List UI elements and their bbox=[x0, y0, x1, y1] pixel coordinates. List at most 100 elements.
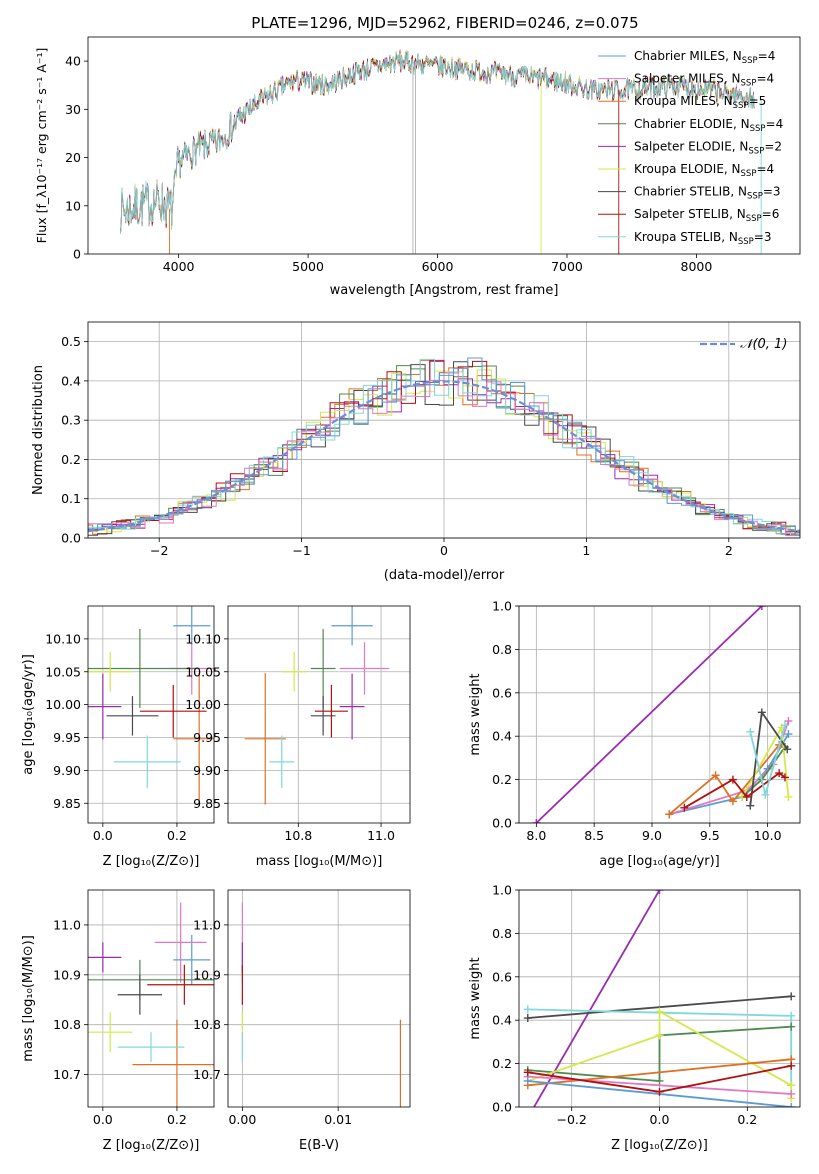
mass-weight-marker bbox=[780, 773, 789, 782]
y-tick-label: 9.90 bbox=[193, 763, 221, 778]
gridlines bbox=[228, 606, 410, 823]
y-tick-label: 1.0 bbox=[492, 599, 512, 614]
mass-weight-marker bbox=[757, 708, 766, 717]
plot-area bbox=[88, 902, 214, 1107]
y-tick-label: 9.95 bbox=[53, 730, 81, 745]
y-tick-label: 0.6 bbox=[492, 685, 512, 700]
y-tick-label: 10.05 bbox=[45, 664, 81, 679]
legend-entry: Kroupa MILES, NSSP=5 bbox=[634, 94, 766, 111]
x-tick-label: 8.0 bbox=[526, 828, 546, 843]
gridlines bbox=[519, 605, 800, 824]
x-tick-label: 0.2 bbox=[167, 1112, 187, 1127]
mass-weight-line-kroupa_miles bbox=[527, 1058, 792, 1087]
plot-area bbox=[88, 357, 800, 537]
mass-weight-marker bbox=[787, 1061, 796, 1070]
normal-curve bbox=[88, 380, 800, 533]
y-tick-label: 0.3 bbox=[61, 413, 81, 428]
x-axis-label: Z [log₁₀(Z/Z⊙)] bbox=[103, 1138, 200, 1153]
legend-entry: Salpeter MILES, NSSP=4 bbox=[634, 72, 774, 89]
axes-mass_weight_vs_Z: −0.2 0.0 0.2 0.0 0.2 0.4 0.6 0.8 1.0 Z [log₁₀(Z/Z… bbox=[468, 883, 801, 1153]
y-tick-label: 0.0 bbox=[61, 531, 81, 546]
figure-title: PLATE=1296, MJD=52962, FIBERID=0246, z=0… bbox=[251, 14, 638, 32]
errorbar-point-salpeter_elodie bbox=[339, 673, 365, 740]
x-tick-label: 7000 bbox=[551, 259, 583, 274]
y-tick-label: 10.10 bbox=[45, 631, 81, 646]
mass-weight-line-chabrier_elodie bbox=[527, 1025, 792, 1082]
mass-weight-marker bbox=[523, 1076, 532, 1085]
mass-weight-marker bbox=[746, 801, 755, 810]
y-tick-label: 10.8 bbox=[53, 1017, 81, 1032]
y-tick-label: 0 bbox=[73, 247, 81, 262]
y-tick-label: 20 bbox=[65, 150, 81, 165]
histogram-kroupa_stelib bbox=[88, 358, 800, 536]
y-tick-label: 10.7 bbox=[53, 1067, 81, 1082]
legend-entry: Kroupa STELIB, NSSP=3 bbox=[634, 230, 772, 247]
mass-weight-marker bbox=[665, 810, 674, 819]
y-tick-label: 11.0 bbox=[193, 917, 221, 932]
mass-weight-marker bbox=[523, 1068, 532, 1077]
errorbar-point-kroupa_stelib bbox=[113, 735, 181, 789]
y-tick-label: 10.00 bbox=[185, 697, 221, 712]
errorbar-point-salpeter_stelib bbox=[147, 964, 214, 1005]
y-tick-label: 0.4 bbox=[61, 373, 81, 388]
x-tick-label: 9.0 bbox=[642, 828, 662, 843]
x-axis-label: Z [log₁₀(Z/Z⊙)] bbox=[103, 854, 200, 869]
mass-weight-marker bbox=[680, 803, 689, 812]
legend: Chabrier MILES, NSSP=4 Salpeter MILES, NS… bbox=[598, 49, 783, 247]
x-tick-label: 2 bbox=[725, 543, 733, 558]
x-axis-label: age [log₁₀(age/yr)] bbox=[599, 854, 720, 869]
x-axis-label: E(B-V) bbox=[299, 1138, 339, 1153]
errorbar-point-chabrier_stelib bbox=[106, 696, 159, 736]
mass-weight-marker bbox=[728, 775, 737, 784]
mass-weight-marker bbox=[787, 992, 796, 1001]
mass-weight-line-salpeter_elodie bbox=[533, 890, 661, 1107]
axes-mass_vs_Z: 0.0 0.2 10.7 10.8 10.9 11.0 Z [log₁₀(Z/Z⊙)] mas… bbox=[21, 889, 215, 1153]
y-tick-label: 11.0 bbox=[53, 917, 81, 932]
mass-weight-marker bbox=[787, 1089, 796, 1098]
y-tick-label: 0.2 bbox=[492, 1056, 512, 1071]
axes-age_vs_mass: 10.8 11.0 9.85 9.90 9.95 10.00 10.05 10.10 mass … bbox=[185, 605, 411, 869]
y-tick-label: 0.8 bbox=[492, 642, 512, 657]
mass-weight-marker bbox=[711, 771, 720, 780]
axes-spectrum: 4000 5000 6000 7000 8000 0 10 20 30 40 wavelength … bbox=[34, 36, 801, 298]
mass-weight-marker bbox=[757, 606, 766, 610]
y-tick-label: 9.95 bbox=[193, 730, 221, 745]
mass-weight-marker bbox=[746, 727, 755, 736]
axes-frame bbox=[227, 889, 411, 1108]
axes-frame bbox=[87, 321, 801, 539]
gridlines bbox=[88, 606, 214, 823]
mass-weight-line-salpeter_elodie bbox=[535, 606, 763, 823]
x-tick-label: 5000 bbox=[292, 259, 324, 274]
y-axis-label: mass weight bbox=[468, 673, 483, 755]
y-tick-label: 0.6 bbox=[492, 969, 512, 984]
errorbar-point-kroupa_elodie bbox=[88, 652, 133, 692]
mass-weight-marker bbox=[787, 1011, 796, 1020]
axes-mass_vs_EBV: 0.00 0.01 10.7 10.8 10.9 11.0 E(B-V) bbox=[193, 889, 411, 1153]
y-tick-label: 10.7 bbox=[193, 1067, 221, 1082]
x-tick-label: 0.2 bbox=[167, 828, 187, 843]
y-tick-label: 0.1 bbox=[61, 491, 81, 506]
legend-entry: Salpeter STELIB, NSSP=6 bbox=[634, 207, 779, 224]
x-tick-label: 10.0 bbox=[754, 828, 782, 843]
plot-area bbox=[88, 606, 214, 805]
y-tick-label: 10.10 bbox=[185, 631, 221, 646]
axes-age_vs_Z: 0.0 0.2 9.85 9.90 9.95 10.00 10.05 10.10 Z [log₁… bbox=[21, 605, 215, 869]
y-tick-label: 0.0 bbox=[492, 1100, 512, 1115]
errorbar-point-kroupa_miles bbox=[173, 673, 214, 805]
mass-weight-line-chabrier_stelib bbox=[527, 995, 792, 1019]
mass-weight-marker bbox=[784, 792, 793, 801]
x-axis-label: mass [log₁₀(M/M⊙)] bbox=[256, 854, 383, 869]
x-tick-label: −0.2 bbox=[557, 1112, 587, 1127]
x-tick-label: 8.5 bbox=[584, 828, 604, 843]
axes-frame bbox=[518, 605, 801, 824]
x-tick-label: 0.2 bbox=[737, 1112, 757, 1127]
mass-weight-marker bbox=[655, 1031, 664, 1040]
y-tick-label: 0.4 bbox=[492, 1013, 512, 1028]
x-tick-label: −1 bbox=[292, 543, 310, 558]
mass-weight-marker bbox=[784, 730, 793, 739]
mass-weight-marker bbox=[780, 721, 789, 730]
mass-weight-marker bbox=[655, 1007, 664, 1016]
errorbar-point-chabrier_elodie bbox=[88, 629, 196, 708]
x-tick-label: 10.8 bbox=[284, 828, 312, 843]
